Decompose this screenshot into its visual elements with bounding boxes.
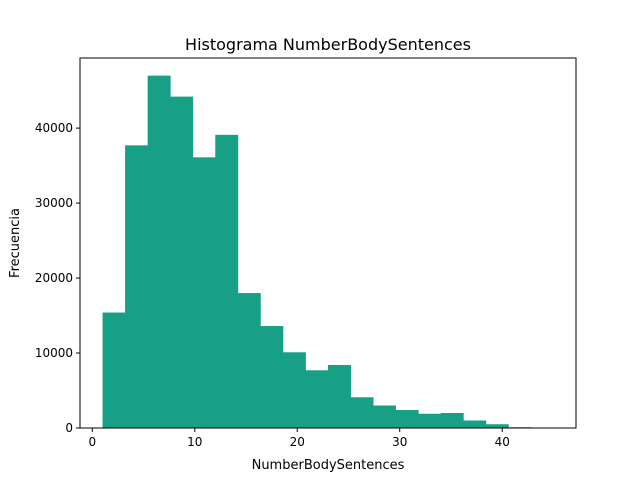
histogram-bar-0 <box>103 313 126 428</box>
histogram-bar-16 <box>463 421 486 429</box>
y-axis-label: Frecuencia <box>8 208 23 278</box>
histogram-bar-8 <box>283 352 306 428</box>
histogram-bar-6 <box>238 293 261 428</box>
x-tick-label-3: 30 <box>392 435 407 449</box>
histogram-bar-7 <box>260 326 283 428</box>
histogram-bar-10 <box>328 365 351 428</box>
histogram-bar-11 <box>351 397 374 428</box>
histogram-bar-1 <box>125 145 148 428</box>
y-tick-label-1: 10000 <box>35 346 73 360</box>
y-tick-label-3: 30000 <box>35 196 73 210</box>
histogram-bar-17 <box>486 424 509 428</box>
x-tick-label-2: 20 <box>290 435 305 449</box>
y-tick-label-2: 20000 <box>35 271 73 285</box>
histogram-bar-9 <box>305 370 328 428</box>
x-tick-label-0: 0 <box>88 435 96 449</box>
x-tick-label-4: 40 <box>495 435 510 449</box>
x-axis-label: NumberBodySentences <box>252 458 405 473</box>
histogram-bar-14 <box>418 414 441 428</box>
histogram-bar-2 <box>148 76 171 428</box>
histogram-bar-5 <box>215 135 238 428</box>
y-tick-label-4: 40000 <box>35 121 73 135</box>
histogram-bar-3 <box>170 97 193 428</box>
chart-title: Histograma NumberBodySentences <box>185 35 471 54</box>
y-tick-label-0: 0 <box>65 421 73 435</box>
histogram-bar-4 <box>193 157 216 428</box>
histogram-bar-13 <box>396 410 419 428</box>
histogram-bar-12 <box>373 406 396 428</box>
x-tick-label-1: 10 <box>187 435 202 449</box>
histogram-bar-15 <box>441 413 464 428</box>
